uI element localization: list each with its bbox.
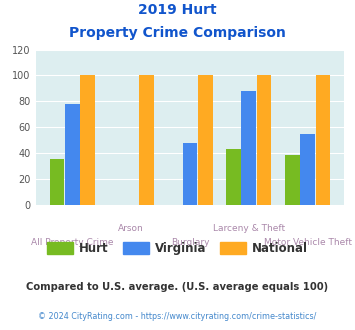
Bar <box>300 134 315 205</box>
Bar <box>182 143 197 205</box>
Text: All Property Crime: All Property Crime <box>31 238 114 247</box>
Text: Larceny & Theft: Larceny & Theft <box>213 224 285 233</box>
Text: © 2024 CityRating.com - https://www.cityrating.com/crime-statistics/: © 2024 CityRating.com - https://www.city… <box>38 312 317 321</box>
Legend: Hurt, Virginia, National: Hurt, Virginia, National <box>42 237 313 259</box>
Text: Burglary: Burglary <box>171 238 209 247</box>
Bar <box>226 149 241 205</box>
Bar <box>65 104 80 205</box>
Text: Property Crime Comparison: Property Crime Comparison <box>69 26 286 40</box>
Bar <box>50 159 64 205</box>
Text: Arson: Arson <box>118 224 144 233</box>
Bar <box>80 75 95 205</box>
Bar <box>139 75 154 205</box>
Bar <box>316 75 330 205</box>
Bar <box>285 155 300 205</box>
Text: Motor Vehicle Theft: Motor Vehicle Theft <box>264 238 352 247</box>
Bar <box>257 75 272 205</box>
Bar <box>198 75 213 205</box>
Text: Compared to U.S. average. (U.S. average equals 100): Compared to U.S. average. (U.S. average … <box>26 282 329 292</box>
Bar <box>241 91 256 205</box>
Text: 2019 Hurt: 2019 Hurt <box>138 3 217 17</box>
